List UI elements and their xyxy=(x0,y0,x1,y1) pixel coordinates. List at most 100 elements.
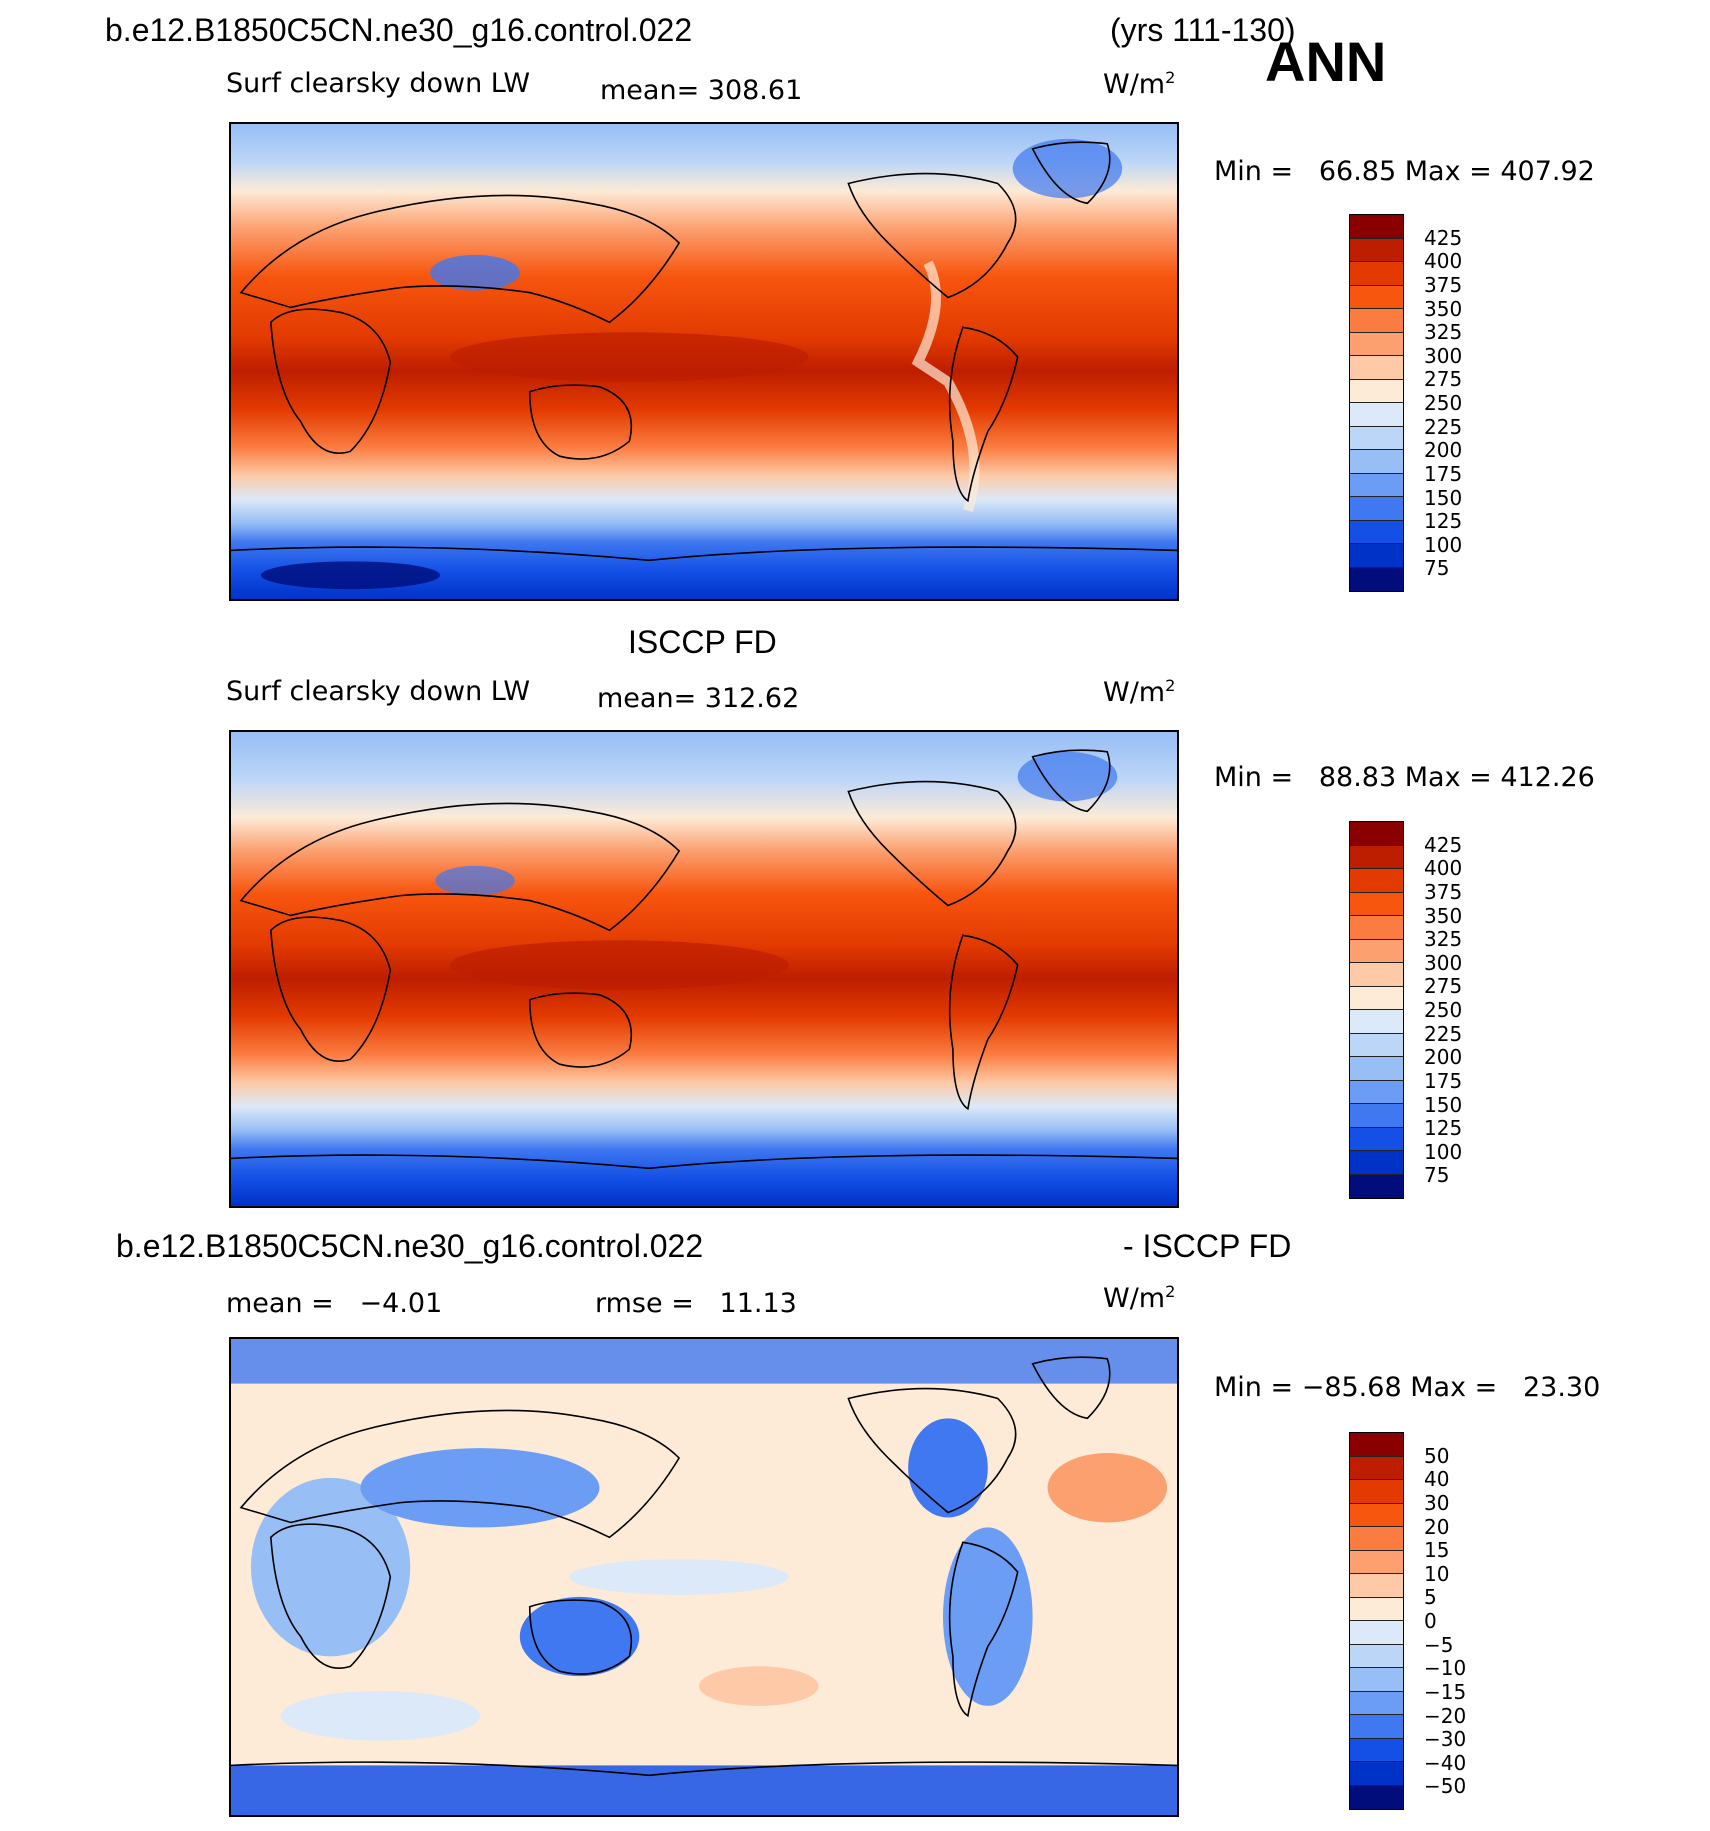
colorbar-tick-label: 375 xyxy=(1424,879,1463,904)
colorbar-tick-label: 75 xyxy=(1424,556,1450,581)
colorbar-swatch xyxy=(1350,450,1403,474)
colorbar-tick-label: 200 xyxy=(1424,1045,1463,1070)
colorbar-tick-label: −40 xyxy=(1424,1750,1467,1775)
panel3-units: W/m2 xyxy=(1103,1282,1176,1314)
colorbar-tick-label: 425 xyxy=(1424,225,1463,250)
colorbar-swatch xyxy=(1350,916,1403,940)
colorbar-swatch xyxy=(1350,1433,1403,1457)
colorbar-swatch xyxy=(1350,238,1403,262)
colorbar-tick-label: −15 xyxy=(1424,1679,1467,1704)
colorbar-swatch xyxy=(1350,1644,1403,1668)
colorbar-swatch xyxy=(1350,215,1403,239)
colorbar-swatch xyxy=(1350,544,1403,568)
colorbar-tick-label: −10 xyxy=(1424,1656,1467,1681)
panel2-title: ISCCP FD xyxy=(628,624,777,660)
colorbar-tick-label: 300 xyxy=(1424,343,1463,368)
colorbar-swatch xyxy=(1350,426,1403,450)
panel1-mean: mean= 308.61 xyxy=(600,75,803,106)
colorbar-swatch xyxy=(1350,1668,1403,1692)
colorbar-tick-label: 350 xyxy=(1424,903,1463,928)
colorbar-tick-label: 0 xyxy=(1424,1609,1437,1633)
colorbar-tick-label: 20 xyxy=(1424,1514,1450,1539)
colorbar-swatch xyxy=(1350,567,1403,591)
panel1-variable: Surf clearsky down LW xyxy=(226,68,531,99)
colorbar-tick-label: 325 xyxy=(1424,927,1463,952)
colorbar-swatch xyxy=(1350,262,1403,286)
panel2-units: W/m2 xyxy=(1103,676,1176,708)
colorbar-tick-label: −5 xyxy=(1424,1632,1454,1657)
colorbar-tick-label: 5 xyxy=(1424,1585,1437,1610)
colorbar-swatch xyxy=(1350,1691,1403,1715)
colorbar-tick-label: 225 xyxy=(1424,414,1463,439)
diff-map-field xyxy=(231,1339,1177,1815)
colorbar-tick-label: 325 xyxy=(1424,320,1463,345)
obs-map xyxy=(229,730,1179,1208)
colorbar-swatch xyxy=(1350,1010,1403,1034)
colorbar-tick-label: 175 xyxy=(1424,461,1463,486)
colorbar-tick-label: 30 xyxy=(1424,1490,1450,1515)
colorbar-swatch xyxy=(1350,356,1403,380)
colorbar-swatch xyxy=(1350,1550,1403,1574)
colorbar-tick-label: 40 xyxy=(1424,1467,1450,1492)
model-map-field xyxy=(231,124,1177,599)
panel3-mean: mean = −4.01 xyxy=(226,1288,443,1319)
panel2-mean: mean= 312.62 xyxy=(597,683,800,714)
colorbar-tick-label: 250 xyxy=(1424,998,1463,1022)
colorbar-swatch xyxy=(1350,1080,1403,1104)
colorbar-swatch xyxy=(1350,403,1403,427)
colorbar-tick-label: 125 xyxy=(1424,1116,1463,1141)
colorbar-tick-label: 15 xyxy=(1424,1538,1450,1563)
panel3-rmse: rmse = 11.13 xyxy=(595,1288,797,1319)
case-title: b.e12.B1850C5CN.ne30_g16.control.022 xyxy=(105,12,693,48)
model-map xyxy=(229,122,1179,601)
colorbar-swatch xyxy=(1350,1104,1403,1128)
colorbar-swatch xyxy=(1350,309,1403,333)
colorbar-swatch xyxy=(1350,1738,1403,1762)
diff-map xyxy=(229,1337,1179,1817)
panel3-colorbar xyxy=(1349,1432,1404,1810)
colorbar-swatch xyxy=(1350,1785,1403,1809)
colorbar-swatch xyxy=(1350,822,1403,846)
colorbar-swatch xyxy=(1350,1574,1403,1598)
colorbar-tick-label: 75 xyxy=(1424,1163,1450,1188)
colorbar-tick-label: −20 xyxy=(1424,1703,1467,1728)
panel3-title-left: b.e12.B1850C5CN.ne30_g16.control.022 xyxy=(116,1228,704,1264)
panel1-minmax: Min = 66.85 Max = 407.92 xyxy=(1214,156,1595,187)
colorbar-tick-label: 100 xyxy=(1424,1139,1463,1164)
colorbar-tick-label: 250 xyxy=(1424,391,1463,415)
colorbar-swatch xyxy=(1350,1057,1403,1081)
colorbar-tick-label: 50 xyxy=(1424,1443,1450,1468)
colorbar-swatch xyxy=(1350,845,1403,869)
panel3-title-right: - ISCCP FD xyxy=(1123,1228,1292,1264)
colorbar-tick-label: 275 xyxy=(1424,974,1463,999)
panel2-variable: Surf clearsky down LW xyxy=(226,676,531,707)
colorbar-swatch xyxy=(1350,1715,1403,1739)
colorbar-tick-label: −30 xyxy=(1424,1727,1467,1752)
colorbar-tick-label: 375 xyxy=(1424,272,1463,297)
colorbar-swatch xyxy=(1350,1456,1403,1480)
colorbar-swatch xyxy=(1350,1033,1403,1057)
panel2-colorbar xyxy=(1349,821,1404,1199)
colorbar-tick-label: 275 xyxy=(1424,367,1463,392)
colorbar-tick-label: 425 xyxy=(1424,832,1463,857)
colorbar-swatch xyxy=(1350,986,1403,1010)
panel2-minmax: Min = 88.83 Max = 412.26 xyxy=(1214,762,1595,793)
colorbar-swatch xyxy=(1350,285,1403,309)
colorbar-swatch xyxy=(1350,1127,1403,1151)
colorbar-swatch xyxy=(1350,1621,1403,1645)
colorbar-tick-label: 175 xyxy=(1424,1068,1463,1093)
panel1-colorbar xyxy=(1349,214,1404,592)
colorbar-tick-label: 225 xyxy=(1424,1021,1463,1046)
colorbar-tick-label: −50 xyxy=(1424,1774,1467,1799)
colorbar-swatch xyxy=(1350,332,1403,356)
season-label: ANN xyxy=(1265,30,1387,93)
colorbar-swatch xyxy=(1350,1762,1403,1786)
colorbar-swatch xyxy=(1350,473,1403,497)
colorbar-tick-label: 125 xyxy=(1424,509,1463,534)
colorbar-swatch xyxy=(1350,1480,1403,1504)
colorbar-tick-label: 100 xyxy=(1424,532,1463,557)
colorbar-swatch xyxy=(1350,1503,1403,1527)
colorbar-swatch xyxy=(1350,497,1403,521)
colorbar-tick-label: 350 xyxy=(1424,296,1463,321)
colorbar-swatch xyxy=(1350,379,1403,403)
